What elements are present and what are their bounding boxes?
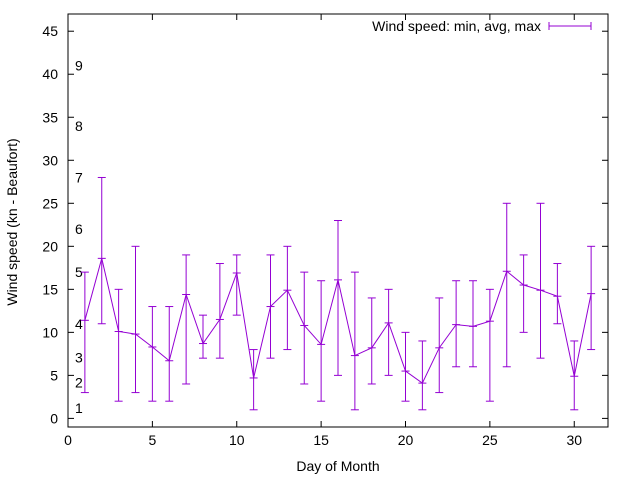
x-tick-label: 15 [313,432,329,448]
beaufort-label: 8 [75,118,83,134]
data-marks [80,176,596,411]
y-tick-label: 15 [42,281,58,297]
y-tick-label: 20 [42,238,58,254]
beaufort-label: 2 [75,374,83,390]
beaufort-label: 9 [75,58,83,74]
plot-border [67,13,609,428]
beaufort-label: 4 [75,316,83,332]
legend: Wind speed: min, avg, max [372,18,592,34]
x-tick-label: 10 [229,432,245,448]
x-tick-label: 0 [64,432,72,448]
y-tick-label: 10 [42,324,58,340]
y-tick-label: 35 [42,109,58,125]
beaufort-label: 6 [75,221,83,237]
legend-label: Wind speed: min, avg, max [372,18,541,34]
y-tick-label: 5 [50,367,58,383]
x-tick-label: 25 [482,432,498,448]
y-axis-label: Wind speed (kn - Beaufort) [4,138,20,305]
beaufort-label: 5 [75,264,83,280]
y-tick-label: 0 [50,410,58,426]
y-tick-label: 40 [42,66,58,82]
x-tick-label: 5 [148,432,156,448]
beaufort-label: 3 [75,349,83,365]
y-tick-label: 30 [42,152,58,168]
beaufort-label: 7 [75,169,83,185]
x-axis-label: Day of Month [296,458,379,474]
y-tick-label: 45 [42,23,58,39]
y-tick-label: 25 [42,195,58,211]
x-tick-label: 30 [566,432,582,448]
x-tick-label: 20 [398,432,414,448]
beaufort-label: 1 [75,400,83,416]
